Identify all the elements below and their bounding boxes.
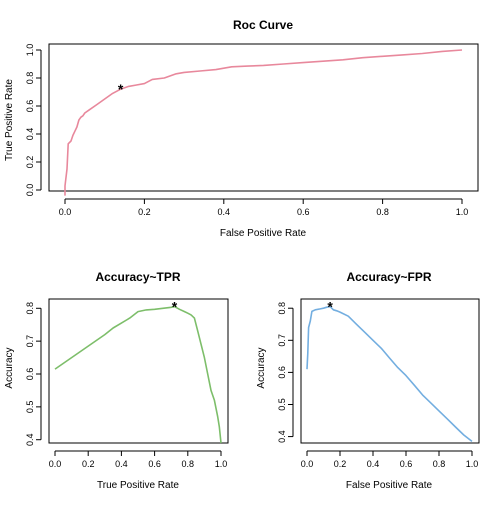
series-line: [306, 305, 473, 443]
x-tick-label: 0.6: [297, 207, 310, 217]
y-axis-label: Accuracy: [256, 347, 267, 388]
x-tick-label: 0.0: [49, 459, 62, 469]
x-axis-label: False Positive Rate: [220, 228, 307, 239]
chart-acc-tpr: Accuracy~TPR 0.0 0.2 0.4 0.6 0.8 1.0 0.4 0.5 0.6 0…: [4, 270, 229, 491]
y-tick-label: 0.4: [277, 430, 287, 443]
y-tick-label: 0.8: [277, 302, 287, 315]
x-tick-label: 0.2: [334, 459, 347, 469]
chart-roc: Roc Curve 0.0 0.2 0.4 0.6 0.8 1.0 0.0 0.2 0.4 0.6 0…: [4, 18, 479, 239]
y-axis-label: True Positive Rate: [4, 79, 15, 161]
x-tick-label: 0.6: [148, 459, 161, 469]
y-tick-label: 0.8: [25, 72, 35, 85]
x-tick-label: 0.2: [138, 207, 151, 217]
x-axis-label: False Positive Rate: [346, 480, 433, 491]
x-tick-label: 1.0: [215, 459, 228, 469]
y-tick-label: 0.2: [25, 156, 35, 169]
y-tick-label: 1.0: [25, 44, 35, 57]
chart-acc-fpr: Accuracy~FPR 0.0 0.2 0.4 0.6 0.8 1.0 0.4 0.5 0.6 0…: [256, 270, 480, 491]
y-tick-label: 0.4: [25, 433, 35, 446]
x-tick-label: 0.4: [218, 207, 231, 217]
optimal-point-marker: *: [327, 299, 333, 315]
y-tick-label: 0.6: [277, 366, 287, 379]
x-tick-label: 0.4: [367, 459, 380, 469]
x-tick-label: 1.0: [456, 207, 469, 217]
x-tick-label: 0.8: [433, 459, 446, 469]
y-tick-label: 0.6: [25, 100, 35, 113]
optimal-point-marker: *: [172, 299, 178, 315]
x-tick-label: 0.8: [376, 207, 389, 217]
x-tick-label: 0.6: [400, 459, 413, 469]
chart-title: Accuracy~TPR: [95, 270, 180, 284]
series-line: [64, 49, 463, 196]
plot-frame: [300, 298, 480, 444]
y-tick-label: 0.5: [277, 398, 287, 411]
y-tick-label: 0.6: [25, 368, 35, 381]
y-tick-label: 0.7: [25, 335, 35, 348]
plot-frame: [48, 298, 229, 444]
y-tick-label: 0.5: [25, 401, 35, 414]
series-line: [54, 305, 222, 444]
x-tick-label: 0.0: [59, 207, 72, 217]
x-axis-label: True Positive Rate: [97, 480, 179, 491]
y-axis-label: Accuracy: [4, 347, 15, 388]
chart-title: Accuracy~FPR: [346, 270, 431, 284]
x-tick-label: 0.4: [115, 459, 128, 469]
y-tick-label: 0.0: [25, 184, 35, 197]
optimal-point-marker: *: [118, 81, 124, 97]
chart-title: Roc Curve: [233, 18, 293, 32]
x-tick-label: 1.0: [466, 459, 479, 469]
plot-frame: [48, 43, 479, 192]
y-tick-label: 0.4: [25, 128, 35, 141]
y-tick-label: 0.8: [25, 302, 35, 315]
x-tick-label: 0.8: [182, 459, 195, 469]
x-tick-label: 0.2: [82, 459, 95, 469]
y-tick-label: 0.7: [277, 334, 287, 347]
x-tick-label: 0.0: [301, 459, 314, 469]
